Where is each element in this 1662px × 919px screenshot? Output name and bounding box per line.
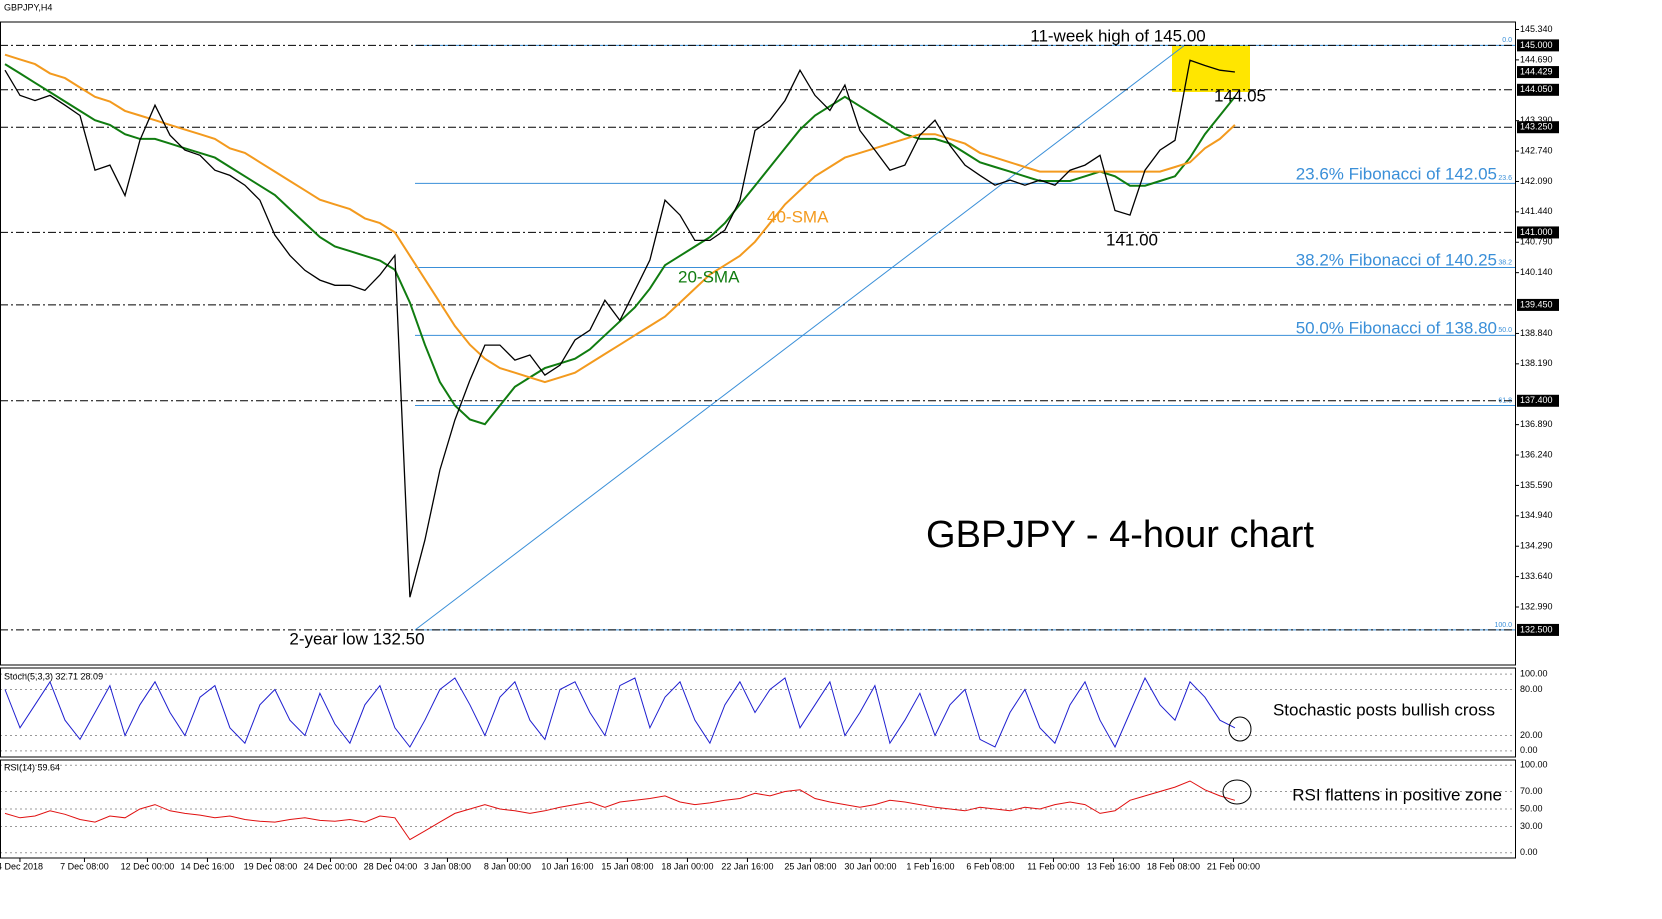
fib-annotation: 23.6% Fibonacci of 142.05 bbox=[1296, 164, 1497, 183]
price-box bbox=[1517, 83, 1559, 96]
fib-label: 23.6 bbox=[1498, 175, 1512, 182]
price-box-label: 144.050 bbox=[1520, 84, 1553, 94]
y-tick-label: 20.00 bbox=[1520, 730, 1543, 740]
price-box bbox=[1517, 66, 1559, 79]
x-tick-label: 24 Dec 00:00 bbox=[304, 861, 358, 871]
x-tick-label: 19 Dec 08:00 bbox=[244, 861, 298, 871]
circle-marker bbox=[1228, 716, 1252, 742]
x-tick-label: 10 Jan 16:00 bbox=[541, 861, 593, 871]
price-box bbox=[1517, 226, 1559, 239]
x-tick-label: 7 Dec 08:00 bbox=[60, 861, 109, 871]
main-panel bbox=[0, 21, 1516, 666]
y-tick-label: 136.240 bbox=[1520, 449, 1553, 459]
sma-label: 40-SMA bbox=[767, 207, 829, 226]
annotation: 144.05 bbox=[1214, 86, 1266, 105]
rsi-title: RSI(14) 59.64 bbox=[4, 762, 60, 772]
price-box-label: 137.400 bbox=[1520, 395, 1553, 405]
fib-label: 50.0 bbox=[1498, 327, 1512, 334]
y-tick-label: 0.00 bbox=[1520, 847, 1538, 857]
y-tick-label: 141.440 bbox=[1520, 206, 1553, 216]
trend-line bbox=[414, 44, 1186, 631]
y-tick-label: 0.00 bbox=[1520, 745, 1538, 755]
x-tick-label: 15 Jan 08:00 bbox=[601, 861, 653, 871]
y-tick-label: 142.090 bbox=[1520, 176, 1553, 186]
price-line bbox=[4, 59, 1235, 598]
x-tick-label: 13 Feb 16:00 bbox=[1087, 861, 1140, 871]
fib-annotation: 38.2% Fibonacci of 140.25 bbox=[1296, 250, 1497, 269]
x-tick-label: 3 Jan 08:00 bbox=[424, 861, 471, 871]
y-tick-label: 100.00 bbox=[1520, 669, 1548, 679]
fib-label: 38.2 bbox=[1498, 259, 1512, 266]
annotation: 2-year low 132.50 bbox=[289, 629, 424, 648]
y-tick-label: 132.990 bbox=[1520, 601, 1553, 611]
x-tick-label: 18 Feb 08:00 bbox=[1147, 861, 1200, 871]
y-tick-label: 133.640 bbox=[1520, 571, 1553, 581]
stoch-title: Stoch(5,3,3) 32.71 28.09 bbox=[4, 671, 103, 681]
x-tick-label: 30 Jan 00:00 bbox=[844, 861, 896, 871]
y-tick-label: 145.340 bbox=[1520, 24, 1553, 34]
y-tick-label: 100.00 bbox=[1520, 760, 1548, 770]
circle-marker bbox=[1222, 779, 1252, 805]
x-tick-label: 4 Dec 2018 bbox=[0, 861, 43, 871]
annotation: 141.00 bbox=[1106, 230, 1158, 249]
y-tick-label: 140.790 bbox=[1520, 237, 1553, 247]
rsi-line bbox=[4, 780, 1236, 841]
price-box bbox=[1517, 623, 1559, 636]
plot-area: 145.340 144.690 143.390 142.740 142.090 141.4… bbox=[0, 24, 1559, 871]
annotation: 11-week high of 145.00 bbox=[1030, 26, 1205, 45]
x-tick-label: 11 Feb 00:00 bbox=[1027, 861, 1079, 871]
price-box-label: 132.500 bbox=[1520, 624, 1553, 634]
y-tick-label: 70.00 bbox=[1520, 786, 1543, 796]
fib-label: 100.0 bbox=[1494, 622, 1512, 629]
y-tick-label: 144.690 bbox=[1520, 54, 1553, 64]
price-box-label: 144.429 bbox=[1520, 66, 1553, 76]
x-tick-label: 25 Jan 08:00 bbox=[784, 861, 836, 871]
y-tick-label: 50.00 bbox=[1520, 803, 1543, 813]
y-tick-label: 138.840 bbox=[1520, 328, 1553, 338]
sma-label: 20-SMA bbox=[678, 267, 740, 286]
y-tick-label: 80.00 bbox=[1520, 684, 1543, 694]
stoch-panel bbox=[0, 667, 1516, 758]
y-tick-label: 135.590 bbox=[1520, 480, 1553, 490]
y-tick-label: 138.190 bbox=[1520, 358, 1553, 368]
price-box bbox=[1517, 121, 1559, 134]
y-tick-label: 143.390 bbox=[1520, 115, 1553, 125]
fib-annotation: 50.0% Fibonacci of 138.80 bbox=[1296, 318, 1497, 337]
y-tick-label: 30.00 bbox=[1520, 821, 1543, 831]
fib-label: 0.0 bbox=[1502, 37, 1512, 44]
x-tick-label: 21 Feb 00:00 bbox=[1207, 861, 1260, 871]
x-tick-label: 12 Dec 00:00 bbox=[121, 861, 175, 871]
symbol-title: GBPJPY,H4 bbox=[4, 2, 52, 12]
price-box bbox=[1517, 394, 1559, 407]
price-box bbox=[1517, 39, 1559, 52]
x-tick-label: 1 Feb 16:00 bbox=[906, 861, 954, 871]
x-tick-label: 18 Jan 00:00 bbox=[661, 861, 713, 871]
y-tick-label: 134.940 bbox=[1520, 510, 1553, 520]
rsi-panel bbox=[0, 759, 1516, 859]
price-box-label: 145.000 bbox=[1520, 40, 1553, 50]
rsi-note: RSI flattens in positive zone bbox=[1292, 785, 1502, 804]
x-tick-label: 8 Jan 00:00 bbox=[484, 861, 531, 871]
highlight-box bbox=[1172, 45, 1250, 92]
price-box-label: 141.000 bbox=[1520, 227, 1553, 237]
price-box-label: 143.250 bbox=[1520, 122, 1553, 132]
y-tick-label: 140.140 bbox=[1520, 267, 1553, 277]
x-tick-label: 6 Feb 08:00 bbox=[966, 861, 1014, 871]
sma-line bbox=[4, 53, 1236, 384]
stoch-line bbox=[4, 676, 1236, 749]
x-tick-label: 14 Dec 16:00 bbox=[181, 861, 235, 871]
price-box-label: 139.450 bbox=[1520, 299, 1553, 309]
price-box bbox=[1517, 298, 1559, 311]
y-tick-label: 134.290 bbox=[1520, 541, 1553, 551]
sma-line bbox=[4, 63, 1236, 426]
x-tick-label: 28 Dec 04:00 bbox=[364, 861, 418, 871]
chart-title: GBPJPY - 4-hour chart bbox=[926, 514, 1314, 556]
stoch-note: Stochastic posts bullish cross bbox=[1273, 700, 1495, 719]
y-tick-label: 142.740 bbox=[1520, 145, 1553, 155]
x-tick-label: 22 Jan 16:00 bbox=[721, 861, 773, 871]
y-tick-label: 136.890 bbox=[1520, 419, 1553, 429]
